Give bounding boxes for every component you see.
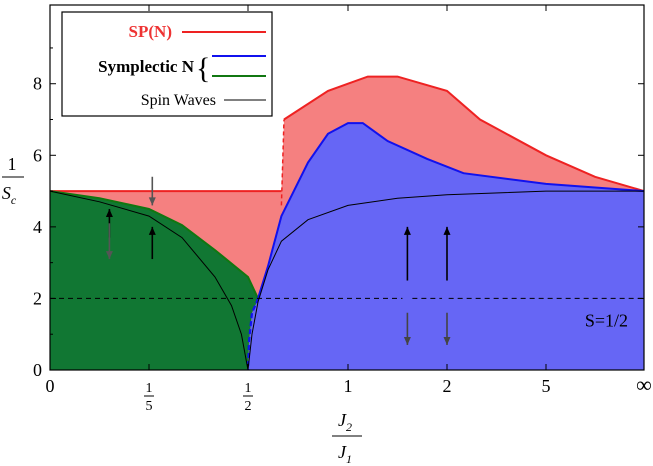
spin-arrow-2-b: [403, 312, 411, 345]
svg-text:5: 5: [146, 399, 153, 414]
y-tick-label-3: 6: [33, 145, 42, 165]
spin-arrow-2-a: [403, 226, 411, 281]
y-tick-label-0: 0: [33, 360, 42, 380]
y-tick-label-4: 8: [33, 74, 42, 94]
x-tick-label-2: 12: [243, 381, 253, 414]
spin-waves-left: [49, 190, 249, 371]
x-axis-label-denominator: J1: [338, 442, 352, 466]
plot-frame: [49, 4, 645, 371]
spin-waves-right: [247, 190, 644, 371]
neel-region-fill: [50, 191, 258, 370]
collinear-line: [257, 122, 645, 299]
y-tick-label-1: 2: [33, 288, 42, 308]
spin-arrow-1-b: [148, 226, 156, 260]
legend-label-spin-waves: Spin Waves: [141, 92, 216, 109]
legend-label-spn: SP(N): [129, 22, 172, 41]
legend-box: [61, 11, 273, 117]
y-axis-label: 1 Sc: [2, 154, 24, 207]
x-axis-label: J2 J1: [332, 410, 362, 466]
collinear-region-fill: [248, 123, 644, 370]
legend-brace: {: [196, 52, 210, 85]
legend: SP(N) Symplectic N { Spin Waves: [61, 11, 273, 117]
x-tick-label-5: 5: [542, 376, 551, 396]
spn-line-jump: [280, 119, 285, 206]
x-tick-label-0: 0: [46, 376, 55, 396]
x-tick-label-3: 1: [344, 376, 353, 396]
y-axis-label-numerator: 1: [8, 154, 17, 174]
spin-arrow-3-b: [443, 312, 451, 345]
neel-line: [49, 190, 259, 299]
spin-arrow-0-b: [105, 223, 113, 260]
spin-arrows: [105, 176, 451, 345]
series-lines: [49, 75, 645, 371]
svg-text:1: 1: [146, 381, 153, 396]
spin-arrow-3-a: [443, 226, 451, 281]
legend-label-symplectic: Symplectic N: [98, 57, 195, 76]
x-tick-label-4: 2: [443, 376, 452, 396]
reference-line-label: S=1/2: [585, 310, 628, 330]
svg-text:2: 2: [245, 399, 252, 414]
svg-text:1: 1: [245, 381, 252, 396]
spin-arrow-1-a: [148, 176, 156, 206]
x-tick-label-6: ∞: [636, 372, 652, 397]
x-tick-label-1: 15: [144, 381, 154, 414]
y-axis-label-symbol: Sc: [2, 183, 17, 207]
spn-line-right: [283, 75, 645, 193]
y-tick-label-2: 4: [33, 217, 42, 237]
x-axis-label-numerator: J2: [338, 410, 352, 434]
region-fills: [50, 76, 644, 370]
symplectic-dashed-boundary: [246, 298, 260, 371]
